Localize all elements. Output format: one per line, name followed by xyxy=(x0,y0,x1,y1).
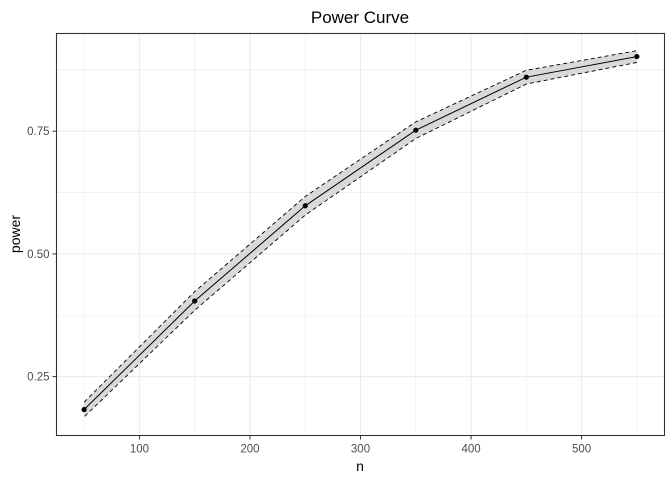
ci-upper-line xyxy=(83,50,637,403)
power-line xyxy=(83,56,637,410)
y-axis-label: power xyxy=(7,215,23,253)
gridlines xyxy=(56,33,665,436)
data-marks xyxy=(81,53,640,413)
y-tick-label: 0.75 xyxy=(27,126,49,138)
confidence-band xyxy=(83,50,637,418)
x-tick-label: 400 xyxy=(461,444,480,456)
x-tick-label: 300 xyxy=(351,444,370,456)
x-tick-label: 500 xyxy=(572,444,591,456)
y-tick-label: 0.25 xyxy=(27,372,49,384)
x-tick-label: 200 xyxy=(240,444,259,456)
data-point xyxy=(192,298,198,304)
y-tick-label: 0.50 xyxy=(27,249,49,261)
data-point xyxy=(634,53,640,60)
chart-title: Power Curve xyxy=(311,8,409,27)
data-point xyxy=(81,406,87,413)
x-axis-label: n xyxy=(356,458,364,474)
data-point xyxy=(302,203,308,209)
ci-lower-line xyxy=(83,62,637,418)
data-point xyxy=(413,127,419,133)
data-point xyxy=(523,74,529,80)
axes: 100 200 300 400 500 0.25 0.50 0.75 xyxy=(27,126,591,455)
x-tick-label: 100 xyxy=(130,444,149,456)
